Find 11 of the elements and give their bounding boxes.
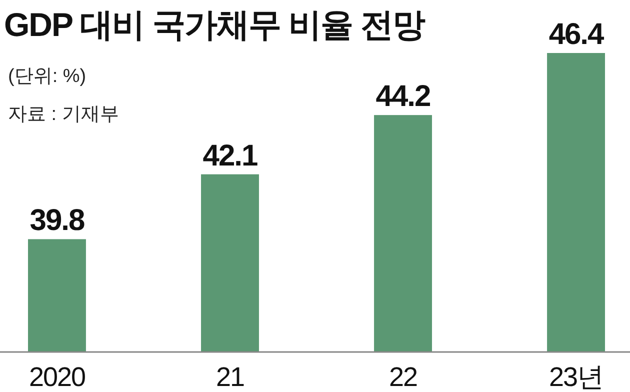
annotation: (단위: %) bbox=[8, 66, 86, 87]
data-label: 44.2 bbox=[376, 80, 431, 114]
x-tick-label: 23년 bbox=[548, 362, 604, 392]
x-tick-label: 21 bbox=[216, 362, 244, 392]
annotation: 자료 : 기재부 bbox=[8, 104, 119, 125]
x-tick-label: 22 bbox=[388, 362, 418, 392]
data-label: 39.8 bbox=[30, 204, 84, 238]
x-tick-label: 2020 bbox=[28, 362, 86, 392]
data-label: 42.1 bbox=[202, 139, 258, 172]
chart-title: GDP 대비 국가채무 비율 전망 bbox=[4, 6, 426, 43]
data-label: 46.4 bbox=[548, 18, 605, 51]
